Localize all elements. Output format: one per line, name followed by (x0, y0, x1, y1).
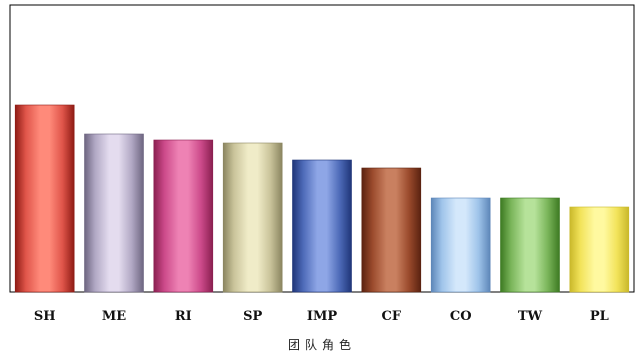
bar-sh (14, 104, 75, 293)
bar-co (430, 197, 491, 293)
x-tick-label-imp: IMP (307, 309, 337, 324)
x-tick-label-pl: PL (590, 309, 609, 324)
x-tick-label-tw: TW (518, 309, 543, 324)
bar-me (84, 133, 144, 293)
bar-cf (361, 167, 422, 293)
x-tick-label-ri: RI (175, 309, 192, 324)
x-tick-label-me: ME (102, 309, 126, 324)
x-tick-label-cf: CF (382, 309, 402, 324)
x-axis-title: 团队角色 (288, 337, 356, 352)
bar-imp (292, 159, 352, 293)
x-tick-label-co: CO (450, 309, 472, 324)
bar-ri (153, 139, 214, 293)
bars-layer (14, 104, 630, 293)
bar-sp (222, 142, 283, 293)
x-tick-label-sp: SP (243, 309, 262, 324)
bar-tw (500, 197, 560, 293)
bar-pl (569, 206, 630, 293)
x-tick-label-sh: SH (34, 309, 56, 324)
x-tick-labels: SH ME RI SP IMP CF CO TW PL (34, 309, 609, 324)
